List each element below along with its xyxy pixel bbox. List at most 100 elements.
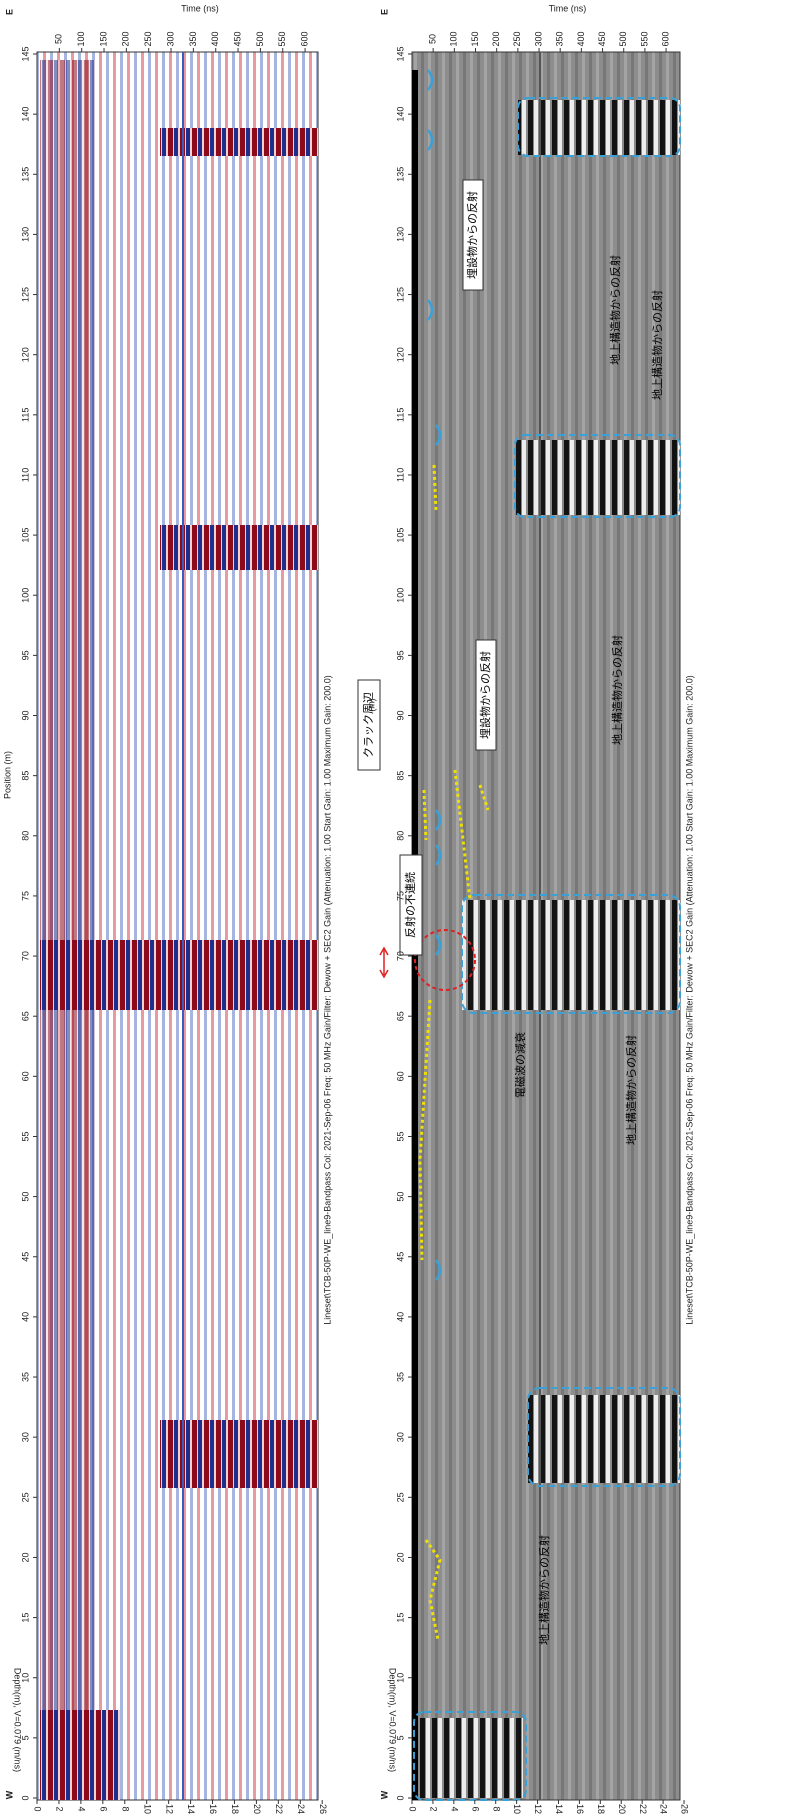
time-tick-label: 300 bbox=[165, 31, 175, 46]
annotation: 埋設物からの反射 bbox=[465, 191, 479, 279]
east-label: E bbox=[379, 9, 389, 15]
time-title: Time (ns) bbox=[181, 3, 219, 13]
position-tick-label: 55 bbox=[20, 1131, 30, 1141]
time-tick-label: 250 bbox=[512, 31, 522, 46]
position-tick-label: 135 bbox=[20, 167, 30, 182]
depth-tick-label: 4 bbox=[449, 1806, 459, 1811]
position-tick-label: 140 bbox=[395, 107, 405, 122]
depth-title: Depth(m), V=0.079 (m/ns) bbox=[388, 1668, 398, 1772]
depth-tick-label: 16 bbox=[208, 1804, 218, 1814]
position-tick-label: 70 bbox=[20, 951, 30, 961]
depth-tick-label: 2 bbox=[55, 1806, 65, 1811]
time-tick-label: 200 bbox=[491, 31, 501, 46]
position-tick-label: 135 bbox=[395, 167, 405, 182]
position-tick-label: 40 bbox=[395, 1312, 405, 1322]
position-tick-label: 0 bbox=[20, 1795, 30, 1800]
position-tick-label: 30 bbox=[395, 1432, 405, 1442]
position-tick-label: 50 bbox=[395, 1192, 405, 1202]
depth-tick-label: 6 bbox=[470, 1806, 480, 1811]
depth-tick-label: 26 bbox=[318, 1804, 328, 1814]
annotation: 地上構造物からの反射 bbox=[624, 1035, 638, 1145]
caption: Lineset\TCB-50P-WE_line9-Bandpass Col: 2… bbox=[322, 675, 332, 1325]
time-tick-label: 50 bbox=[54, 34, 64, 44]
depth-tick-label: 0 bbox=[33, 1806, 43, 1811]
position-tick-label: 55 bbox=[395, 1131, 405, 1141]
position-tick-label: 115 bbox=[20, 408, 30, 422]
time-tick-label: 150 bbox=[470, 31, 480, 46]
position-tick-label: 125 bbox=[395, 287, 405, 302]
position-tick-label: 80 bbox=[20, 831, 30, 841]
position-tick-label: 145 bbox=[20, 46, 30, 61]
position-tick-label: 65 bbox=[395, 1011, 405, 1021]
position-tick-label: 100 bbox=[395, 588, 405, 603]
position-tick-label: 130 bbox=[395, 227, 405, 242]
annotation: 地上構造物からの反射 bbox=[650, 290, 664, 400]
position-tick-label: 70 bbox=[395, 951, 405, 961]
position-unit: (m) bbox=[366, 698, 376, 712]
time-tick-label: 550 bbox=[277, 31, 287, 46]
depth-tick-label: 24 bbox=[659, 1804, 669, 1814]
depth-tick-label: 8 bbox=[491, 1806, 501, 1811]
position-tick-label: 140 bbox=[20, 107, 30, 122]
depth-tick-label: 24 bbox=[296, 1804, 306, 1814]
page: 埋設物からの反射 地上構造物からの反射 地上構造物からの反射 埋設物からの反射 … bbox=[0, 0, 805, 1816]
time-tick-label: 400 bbox=[210, 31, 220, 46]
time-tick-label: 350 bbox=[188, 31, 198, 46]
position-tick-label: 90 bbox=[395, 711, 405, 721]
annotation: 地上構造物からの反射 bbox=[537, 1535, 551, 1645]
depth-tick-label: 8 bbox=[120, 1806, 130, 1811]
annotation: 地上構造物からの反射 bbox=[608, 255, 622, 365]
time-tick-label: 200 bbox=[121, 31, 131, 46]
position-tick-label: 120 bbox=[20, 347, 30, 362]
time-tick-label: 250 bbox=[143, 31, 153, 46]
position-tick-label: 95 bbox=[395, 650, 405, 660]
radargram-color bbox=[37, 52, 318, 1800]
depth-tick-label: 20 bbox=[252, 1804, 262, 1814]
depth-tick-label: 0 bbox=[408, 1806, 418, 1811]
position-tick-label: 110 bbox=[395, 468, 405, 482]
position-tick-label: 65 bbox=[20, 1011, 30, 1021]
position-title: Position (m) bbox=[2, 751, 12, 799]
west-label: W bbox=[379, 1790, 389, 1799]
position-tick-label: 85 bbox=[395, 771, 405, 781]
position-tick-label: 145 bbox=[395, 46, 405, 61]
position-tick-label: 15 bbox=[20, 1613, 30, 1623]
position-tick-label: 60 bbox=[395, 1071, 405, 1081]
depth-tick-label: 20 bbox=[617, 1804, 627, 1814]
depth-tick-label: 14 bbox=[186, 1804, 196, 1814]
time-tick-label: 300 bbox=[533, 31, 543, 46]
west-label: W bbox=[4, 1790, 14, 1799]
depth-tick-label: 12 bbox=[164, 1804, 174, 1814]
position-tick-label: 90 bbox=[20, 711, 30, 721]
depth-tick-label: 16 bbox=[575, 1804, 585, 1814]
position-tick-label: 105 bbox=[395, 528, 405, 543]
position-tick-label: 60 bbox=[20, 1071, 30, 1081]
annotation: 埋設物からの反射 bbox=[478, 651, 492, 739]
position-tick-label: 100 bbox=[20, 588, 30, 603]
time-tick-label: 500 bbox=[255, 31, 265, 46]
time-tick-label: 450 bbox=[232, 31, 242, 46]
depth-tick-label: 18 bbox=[596, 1804, 606, 1814]
position-tick-label: 15 bbox=[395, 1613, 405, 1623]
east-label: E bbox=[4, 9, 14, 15]
time-tick-label: 350 bbox=[555, 31, 565, 46]
position-tick-label: 45 bbox=[395, 1252, 405, 1262]
depth-tick-label: 2 bbox=[429, 1806, 439, 1811]
position-tick-label: 75 bbox=[20, 891, 30, 901]
position-tick-label: 35 bbox=[395, 1372, 405, 1382]
depth-tick-label: 10 bbox=[512, 1804, 522, 1814]
position-tick-label: 50 bbox=[20, 1192, 30, 1202]
time-tick-label: 400 bbox=[576, 31, 586, 46]
position-tick-label: 35 bbox=[20, 1372, 30, 1382]
position-tick-label: 115 bbox=[395, 408, 405, 422]
time-tick-label: 450 bbox=[597, 31, 607, 46]
position-tick-label: 110 bbox=[20, 468, 30, 482]
position-tick-label: 130 bbox=[20, 227, 30, 242]
depth-title: Depth(m), V=0.079 (m/ns) bbox=[13, 1668, 23, 1772]
depth-tick-label: 10 bbox=[142, 1804, 152, 1814]
position-tick-label: 120 bbox=[395, 347, 405, 362]
position-tick-label: 20 bbox=[20, 1552, 30, 1562]
position-tick-label: 45 bbox=[20, 1252, 30, 1262]
depth-tick-label: 4 bbox=[77, 1806, 87, 1811]
depth-tick-label: 14 bbox=[554, 1804, 564, 1814]
